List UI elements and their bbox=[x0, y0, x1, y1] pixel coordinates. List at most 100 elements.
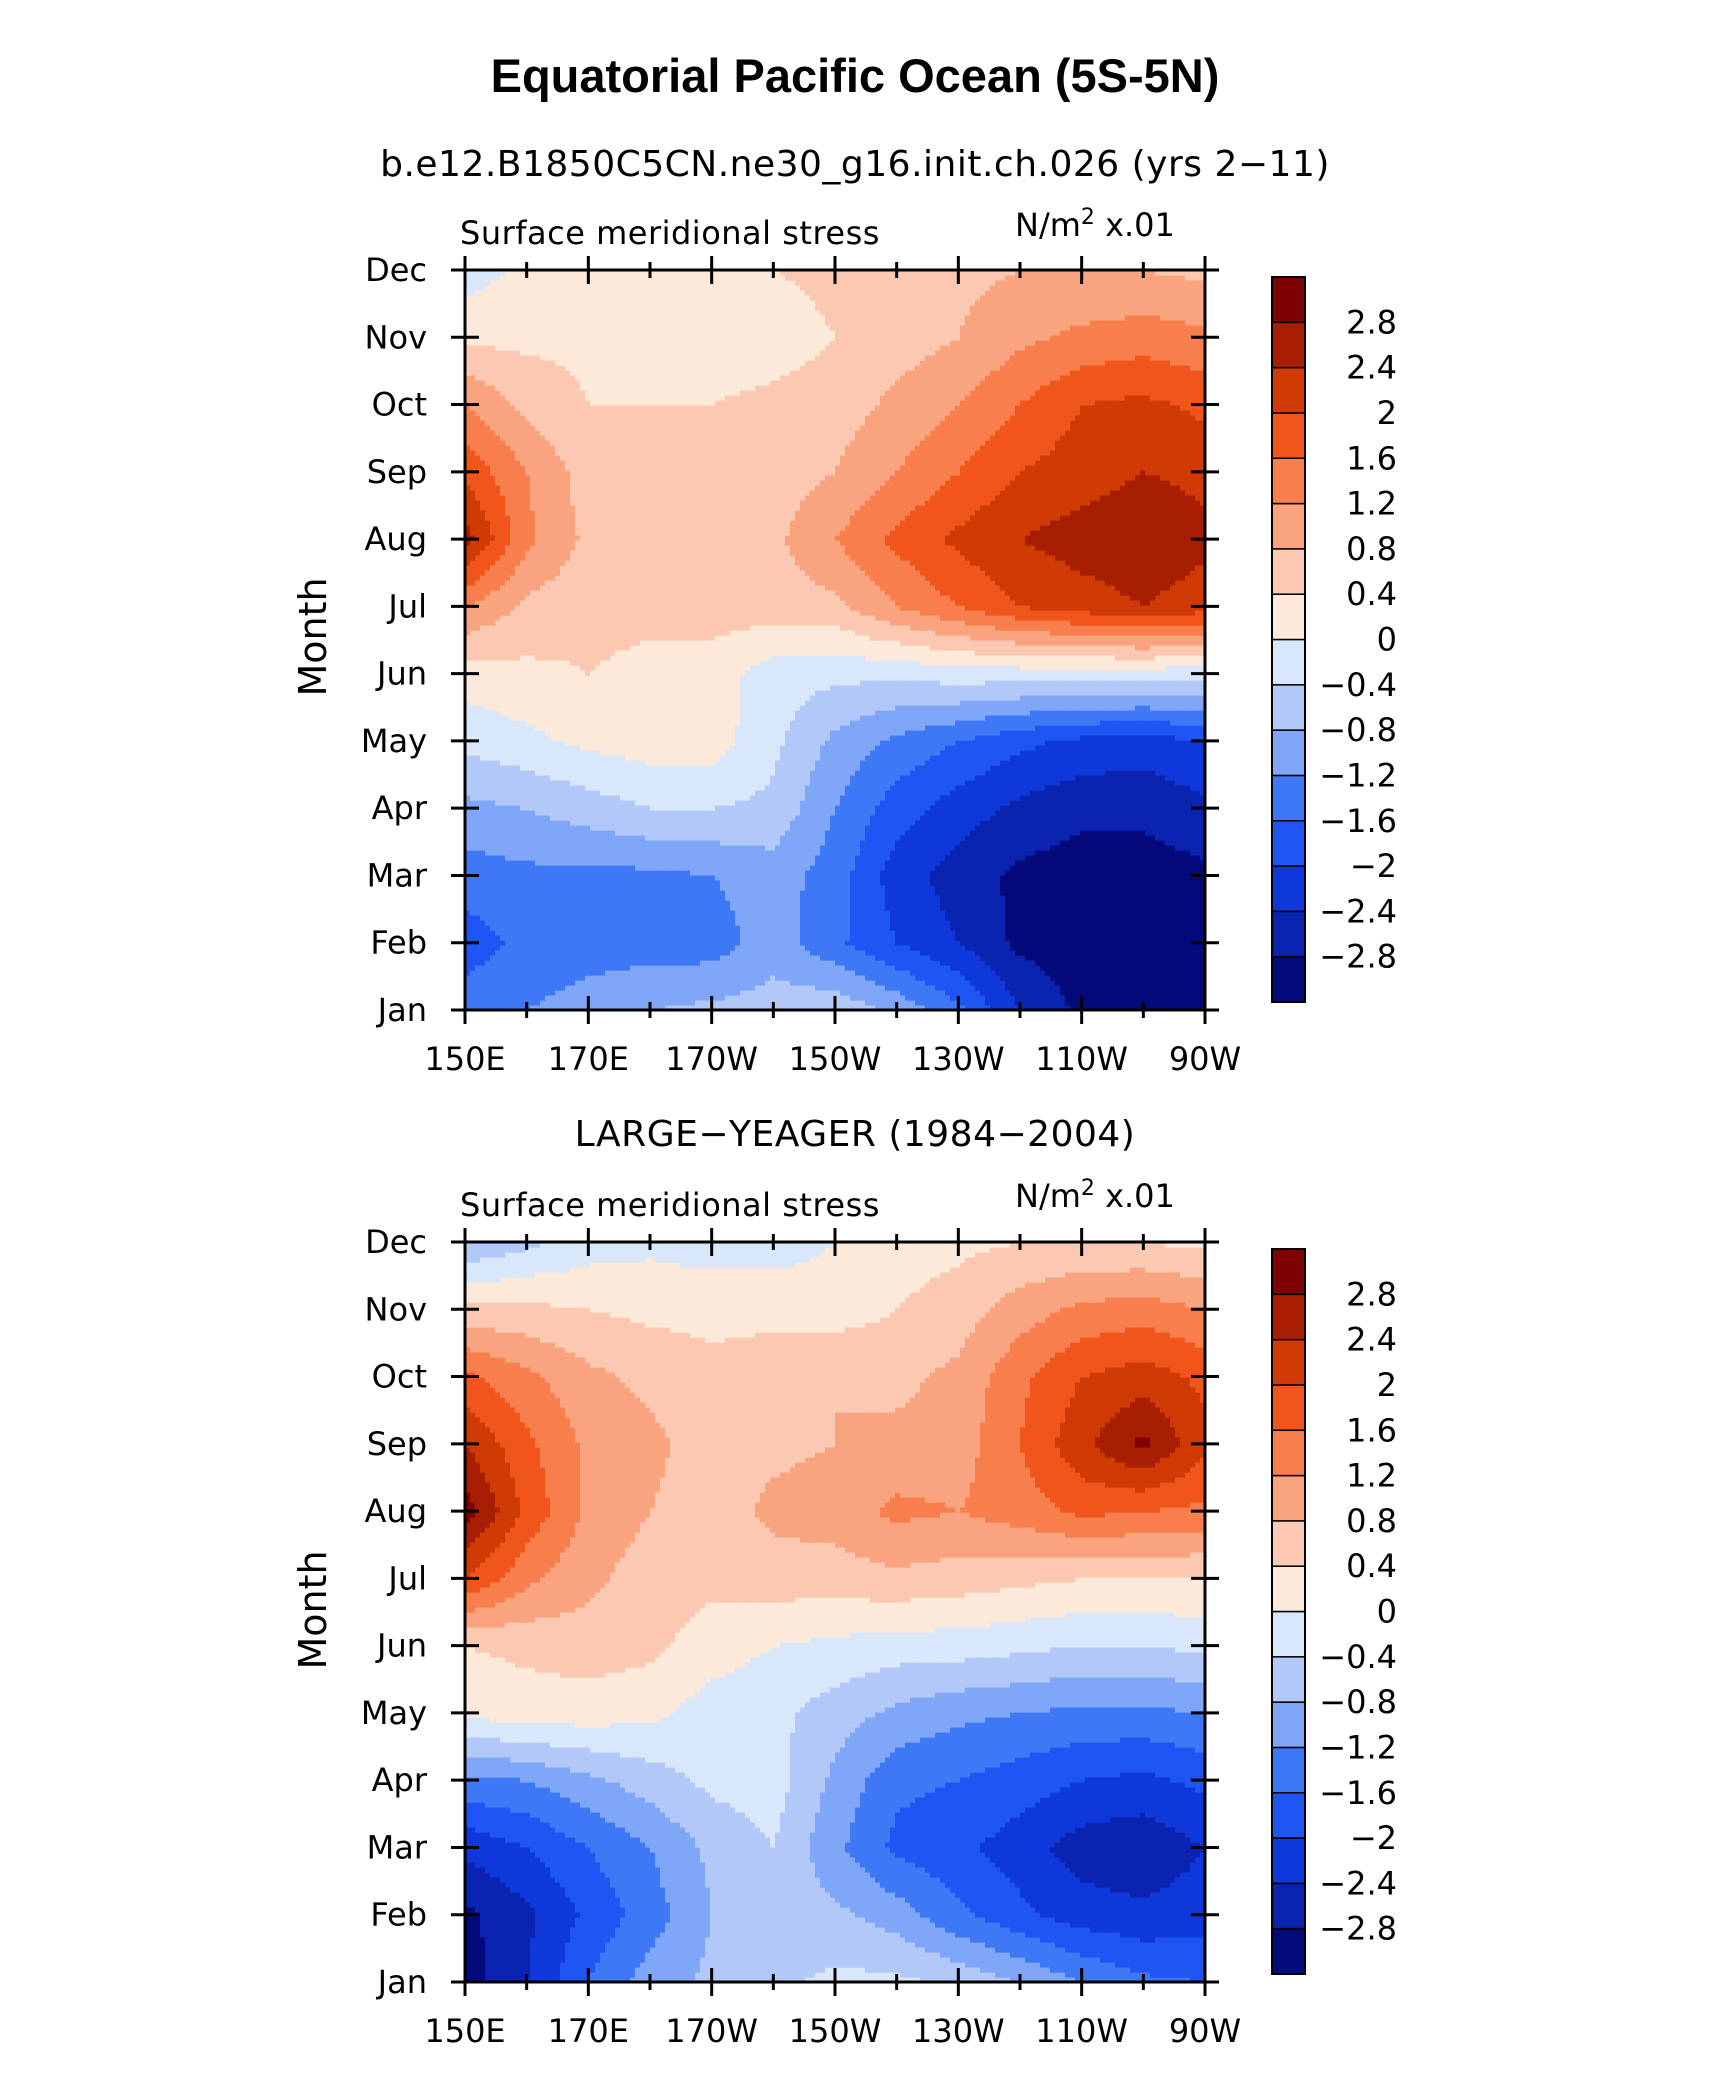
contour-cell bbox=[845, 920, 851, 926]
contour-cell bbox=[560, 880, 566, 886]
contour-cell bbox=[550, 890, 556, 896]
contour-cell bbox=[1075, 910, 1081, 916]
contour-cell bbox=[680, 870, 686, 876]
contour-cell bbox=[1085, 965, 1091, 971]
contour-cell bbox=[1180, 885, 1186, 891]
contour-cell bbox=[525, 975, 531, 981]
contour-cell bbox=[750, 885, 756, 891]
contour-cell bbox=[585, 945, 591, 951]
contour-cell bbox=[1150, 885, 1156, 891]
contour-cell bbox=[470, 845, 476, 851]
contour-cell bbox=[1015, 970, 1021, 976]
contour-cell bbox=[545, 940, 551, 946]
contour-cell bbox=[970, 955, 976, 961]
contour-cell bbox=[755, 1000, 761, 1006]
contour-cell bbox=[530, 900, 536, 906]
contour-cell bbox=[1010, 945, 1016, 951]
contour-cell bbox=[635, 955, 641, 961]
contour-cell bbox=[970, 970, 976, 976]
contour-cell bbox=[1175, 860, 1181, 866]
contour-cell bbox=[870, 855, 876, 861]
contour-cell bbox=[500, 900, 506, 906]
contour-cell bbox=[960, 940, 966, 946]
contour-cell bbox=[690, 880, 696, 886]
contour-cell bbox=[665, 855, 671, 861]
contour-cell bbox=[640, 880, 646, 886]
contour-cell bbox=[1030, 915, 1036, 921]
contour-cell bbox=[805, 940, 811, 946]
contour-cell bbox=[665, 985, 671, 991]
contour-cell bbox=[595, 955, 601, 961]
contour-cell bbox=[920, 905, 926, 911]
contour-cell bbox=[1200, 965, 1206, 971]
contour-cell bbox=[715, 855, 721, 861]
contour-cell bbox=[815, 990, 821, 996]
contour-cell bbox=[1115, 895, 1121, 901]
contour-cell bbox=[945, 860, 951, 866]
contour-cell bbox=[965, 845, 971, 851]
contour-cell bbox=[1190, 935, 1196, 941]
contour-cell bbox=[925, 905, 931, 911]
contour-cell bbox=[895, 975, 901, 981]
contour-cell bbox=[575, 945, 581, 951]
contour-cell bbox=[480, 935, 486, 941]
contour-cell bbox=[685, 965, 691, 971]
contour-cell bbox=[805, 970, 811, 976]
contour-cell bbox=[770, 910, 776, 916]
contour-cell bbox=[720, 990, 726, 996]
contour-cell bbox=[950, 870, 956, 876]
contour-cell bbox=[820, 1000, 826, 1006]
contour-cell bbox=[490, 965, 496, 971]
contour-cell bbox=[1115, 855, 1121, 861]
contour-cell bbox=[505, 920, 511, 926]
contour-cell bbox=[715, 930, 721, 936]
contour-cell bbox=[880, 960, 886, 966]
contour-cell bbox=[745, 890, 751, 896]
contour-cell bbox=[1090, 985, 1096, 991]
contour-cell bbox=[1035, 965, 1041, 971]
contour-cell bbox=[705, 885, 711, 891]
contour-cell bbox=[1050, 870, 1056, 876]
contour-cell bbox=[600, 905, 606, 911]
contour-cell bbox=[615, 870, 621, 876]
contour-cell bbox=[830, 885, 836, 891]
contour-cell bbox=[845, 995, 851, 1001]
contour-cell bbox=[1045, 960, 1051, 966]
contour-cell bbox=[1095, 865, 1101, 871]
contour-cell bbox=[975, 845, 981, 851]
contour-cell bbox=[560, 850, 566, 856]
contour-cell bbox=[1080, 925, 1086, 931]
contour-cell bbox=[935, 1005, 941, 1011]
contour-cell bbox=[525, 930, 531, 936]
contour-cell bbox=[660, 865, 666, 871]
contour-cell bbox=[605, 930, 611, 936]
contour-cell bbox=[640, 900, 646, 906]
contour-cell bbox=[1040, 980, 1046, 986]
contour-cell bbox=[560, 910, 566, 916]
contour-cell bbox=[1180, 890, 1186, 896]
contour-cell bbox=[570, 915, 576, 921]
contour-cell bbox=[730, 840, 736, 846]
contour-cell bbox=[1145, 925, 1151, 931]
contour-cell bbox=[845, 940, 851, 946]
contour-cell bbox=[950, 930, 956, 936]
contour-cell bbox=[1185, 955, 1191, 961]
contour-cell bbox=[865, 875, 871, 881]
contour-cell bbox=[525, 925, 531, 931]
contour-cell bbox=[975, 925, 981, 931]
contour-cell bbox=[870, 970, 876, 976]
contour-cell bbox=[555, 860, 561, 866]
contour-cell bbox=[655, 965, 661, 971]
contour-cell bbox=[1175, 845, 1181, 851]
contour-cell bbox=[1050, 950, 1056, 956]
contour-cell bbox=[655, 905, 661, 911]
contour-cell bbox=[785, 975, 791, 981]
contour-cell bbox=[1060, 905, 1066, 911]
contour-cell bbox=[725, 960, 731, 966]
contour-cell bbox=[820, 930, 826, 936]
contour-cell bbox=[710, 845, 716, 851]
contour-cell bbox=[835, 880, 841, 886]
contour-cell bbox=[895, 915, 901, 921]
contour-cell bbox=[795, 915, 801, 921]
contour-cell bbox=[1020, 885, 1026, 891]
